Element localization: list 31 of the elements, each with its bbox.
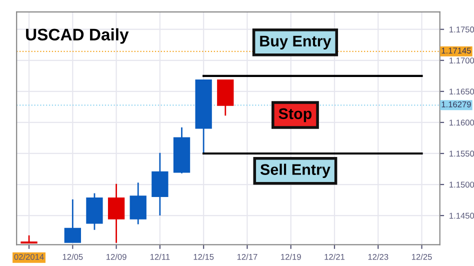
y-tick-label: 1.1750	[450, 26, 474, 32]
x-tick-label: 12/23	[368, 254, 388, 260]
ref-line-label: 1.16279	[442, 101, 471, 108]
candlestick	[217, 80, 234, 116]
x-tick-label: 12/11	[150, 254, 170, 260]
x-tick-label: 12/19	[281, 254, 301, 260]
x-tick-label: 12/25	[412, 254, 432, 260]
y-tick-label: 1.1500	[450, 182, 474, 188]
candlestick	[173, 126, 190, 174]
x-tick-label: 12/17	[237, 254, 258, 260]
candlestick	[130, 182, 146, 225]
x-tick-label: 12/15	[194, 254, 214, 260]
candlestick	[195, 80, 212, 154]
candlestick	[152, 152, 168, 216]
x-tick-label: 12/21	[324, 254, 345, 260]
y-tick-label: 1.1450	[450, 212, 474, 219]
candlestick	[108, 183, 125, 244]
annotation: Buy Entry	[260, 36, 332, 50]
y-tick-label: 1.1650	[450, 88, 474, 95]
ref-line-label: 1.17145	[442, 48, 471, 54]
annotation: Sell Entry	[260, 164, 330, 178]
x-tick-label: 02/2014	[14, 254, 44, 260]
text: USCAD Daily	[26, 28, 129, 44]
candlestick	[64, 198, 81, 243]
y-tick-label: 1.1550	[450, 150, 474, 157]
y-tick-label: 1.1600	[450, 120, 474, 126]
y-tick-label: 1.1700	[450, 58, 474, 64]
x-tick-label: 12/09	[106, 254, 126, 260]
candlestick	[86, 192, 103, 231]
x-tick-label: 12/05	[62, 254, 83, 260]
annotation: Stop	[278, 108, 312, 122]
